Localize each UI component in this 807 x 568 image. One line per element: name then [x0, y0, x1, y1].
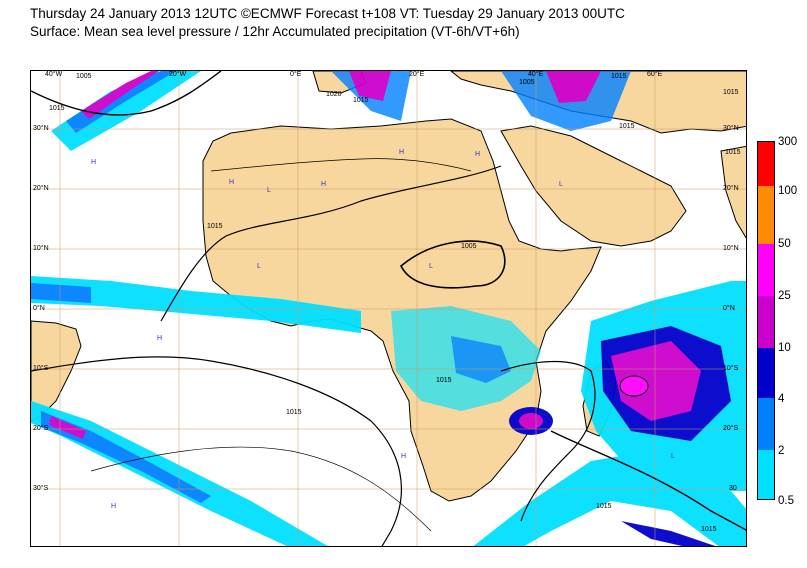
isobar-label: 1005	[76, 73, 92, 80]
precip-cyclone-center	[619, 375, 649, 397]
high-marker: H	[475, 151, 481, 158]
high-marker: H	[401, 453, 407, 460]
lat-label-right: 30°N	[723, 125, 739, 132]
precip-middle-east-core	[546, 71, 601, 103]
high-marker: H	[157, 335, 163, 342]
legend-label: 100	[778, 185, 798, 197]
isobar-thin-sahara	[210, 158, 472, 172]
lat-label: 10°S	[33, 365, 49, 372]
field-subtitle: Surface: Mean sea level pressure / 12hr …	[30, 24, 520, 39]
low-marker: L	[257, 263, 261, 270]
isobar-label: 1015	[207, 223, 223, 230]
isobar-label: 1005	[519, 79, 535, 86]
legend-swatch-25	[757, 296, 775, 348]
lon-label: 20°W	[169, 71, 187, 78]
lat-label-right: 20°N	[723, 185, 739, 192]
high-marker: H	[91, 159, 97, 166]
lon-label: 20°E	[409, 71, 425, 78]
graticule	[31, 71, 746, 546]
legend-label: 4	[778, 393, 785, 405]
lon-label: 40°W	[45, 71, 63, 78]
isobar-1015-southeast	[550, 430, 746, 531]
legend-label: 50	[778, 238, 791, 250]
precipitation-layer	[31, 71, 746, 546]
precip-band-equatorial-atlantic	[31, 276, 361, 333]
low-marker: L	[429, 263, 433, 270]
high-marker: H	[399, 149, 405, 156]
legend-label: 2	[778, 445, 785, 457]
precip-band-southeast-core	[621, 521, 716, 546]
low-marker: L	[671, 453, 675, 460]
lon-label: 40°E	[528, 71, 544, 78]
lat-label: 0°N	[33, 305, 45, 312]
lat-label: 20°S	[33, 425, 49, 432]
legend-swatch-300	[757, 141, 775, 186]
precip-southern-africa-core	[451, 336, 511, 383]
precip-mediterranean-core	[349, 71, 391, 101]
land-africa	[202, 118, 602, 502]
isobar-1005-central-africa	[400, 240, 506, 289]
legend-swatch-4	[757, 398, 775, 450]
isobar-1015-north-atlantic	[31, 71, 222, 116]
legend-label: 25	[778, 290, 791, 302]
isobar-label: 1015	[286, 409, 302, 416]
precip-band-northwest	[51, 71, 201, 151]
land-india	[720, 145, 746, 239]
precip-band-south-atlantic-peak	[49, 416, 86, 439]
isobar-label: 1015	[49, 105, 65, 112]
precip-cyclone	[611, 341, 701, 421]
isobar-thin-south	[90, 446, 432, 532]
legend-label: 300	[778, 136, 798, 148]
legend-swatch-100	[757, 186, 775, 244]
isobar-1015-south-atlantic	[31, 356, 402, 546]
lat-label-right: 10°S	[723, 365, 739, 372]
isobar-label: 1015	[723, 89, 739, 96]
lon-label: 60°E	[647, 71, 663, 78]
isobar-label: 1015	[353, 97, 369, 104]
isobar-label: 1015	[725, 149, 741, 156]
lat-label-right: 0°N	[723, 305, 735, 312]
legend-swatch-50	[757, 244, 775, 296]
weather-map[interactable]: 40°W 20°W 0°E 20°E 40°E 60°E 30°N 20°N 1…	[30, 70, 747, 547]
map-canvas	[31, 71, 746, 546]
isobar-label: 1015	[596, 503, 612, 510]
legend-label: 0.5	[778, 495, 794, 507]
lat-label: 30°N	[33, 125, 49, 132]
legend-swatch-2	[757, 450, 775, 500]
land-arabia	[500, 125, 687, 247]
lat-label-right: 20°S	[723, 425, 739, 432]
isobar-label: 1015	[436, 377, 452, 384]
isobar-label: 1005	[461, 243, 477, 250]
isobar-label: 1015	[619, 123, 635, 130]
isobar-1015-sahara	[160, 165, 502, 322]
low-marker: L	[559, 181, 563, 188]
high-marker: H	[111, 503, 117, 510]
isobar-label: 1015	[611, 73, 627, 80]
isobar-layer	[31, 71, 746, 546]
high-marker: H	[321, 181, 327, 188]
isobar-1015-indian-ocean	[500, 361, 596, 522]
legend-label: 10	[778, 342, 791, 354]
lon-label: 0°E	[290, 71, 302, 78]
lat-label: 30°S	[33, 485, 49, 492]
isobar-label: 1015	[701, 526, 717, 533]
high-marker: H	[229, 179, 235, 186]
lat-label-right: 10°N	[723, 245, 739, 252]
lat-label-right: 30	[729, 485, 737, 492]
precip-band-equatorial-core	[31, 283, 91, 303]
precip-band-northwest-core	[66, 71, 176, 133]
precip-band-northwest-peak	[81, 71, 159, 119]
forecast-title: Thursday 24 January 2013 12UTC ©ECMWF Fo…	[30, 6, 625, 21]
precip-madagascar-south-core	[519, 413, 543, 429]
precip-band-southeast	[473, 451, 746, 546]
lat-label: 20°N	[33, 185, 49, 192]
precip-band-south-atlantic	[31, 401, 328, 546]
low-marker: L	[267, 187, 271, 194]
isobar-label: 1020	[326, 91, 342, 98]
lat-label: 10°N	[33, 245, 49, 252]
legend-swatch-10	[757, 348, 775, 398]
